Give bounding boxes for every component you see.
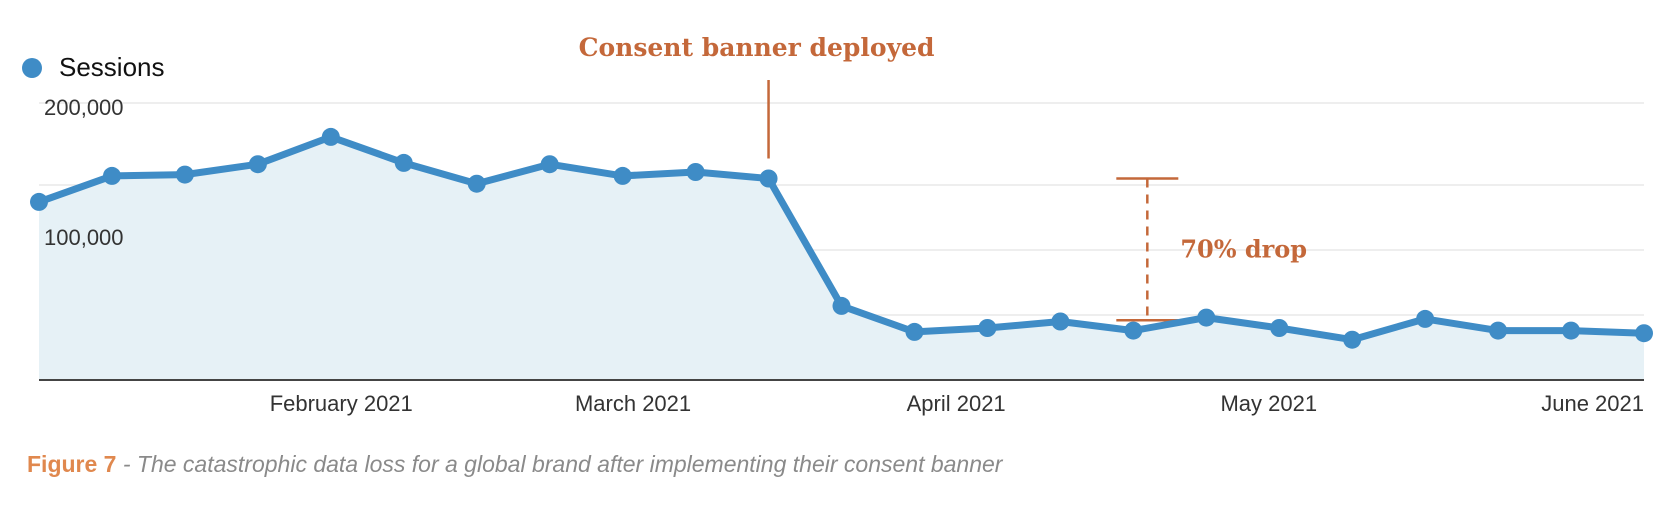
x-axis-ticks: February 2021 March 2021 April 2021 May 202… [270, 391, 1644, 416]
x-tick-label: February 2021 [270, 391, 413, 416]
x-tick-label: June 2021 [1541, 391, 1644, 416]
legend-label: Sessions [59, 52, 165, 82]
data-point [30, 192, 48, 211]
caption-text: - The catastrophic data loss for a globa… [116, 451, 1003, 477]
legend-dot-icon [22, 57, 42, 78]
data-point [832, 296, 851, 315]
data-point [905, 322, 924, 341]
data-point [613, 166, 632, 185]
data-point [1270, 319, 1289, 337]
data-point [102, 166, 121, 185]
figure-number: Figure 7 [27, 451, 117, 477]
legend: Sessions [22, 52, 165, 83]
drop-annotation: 70% drop [1116, 177, 1307, 322]
y-axis-ticks: 100,000 200,000 [44, 95, 124, 250]
data-point [175, 165, 194, 184]
data-point [467, 174, 486, 193]
data-point [321, 127, 340, 146]
sessions-area [39, 136, 1644, 380]
event-label: Consent banner deployed [579, 33, 935, 62]
data-point [1124, 321, 1143, 340]
data-point [978, 319, 997, 337]
data-point [1343, 330, 1362, 349]
data-point [686, 163, 705, 181]
sessions-chart: 100,000 200,000 February 2021 March 2021 Ap… [30, 33, 1653, 416]
figure-caption: Figure 7 - The catastrophic data loss fo… [27, 451, 1002, 478]
data-point [1416, 309, 1435, 328]
data-point [1489, 321, 1508, 340]
consent-banner-annotation: Consent banner deployed [579, 33, 935, 159]
data-point [1635, 324, 1653, 343]
data-point [759, 169, 778, 188]
x-tick-label: April 2021 [907, 391, 1006, 416]
data-point [1051, 312, 1070, 331]
data-point [248, 155, 267, 174]
sessions-points [30, 127, 1653, 349]
x-tick-label: May 2021 [1220, 391, 1317, 416]
y-tick-label: 100,000 [44, 225, 124, 250]
y-tick-label: 200,000 [44, 95, 124, 120]
data-point [394, 153, 413, 172]
data-point [540, 155, 559, 174]
x-tick-label: March 2021 [575, 391, 691, 416]
data-point [1562, 321, 1581, 340]
data-point [1197, 308, 1216, 327]
drop-label: 70% drop [1180, 234, 1307, 263]
